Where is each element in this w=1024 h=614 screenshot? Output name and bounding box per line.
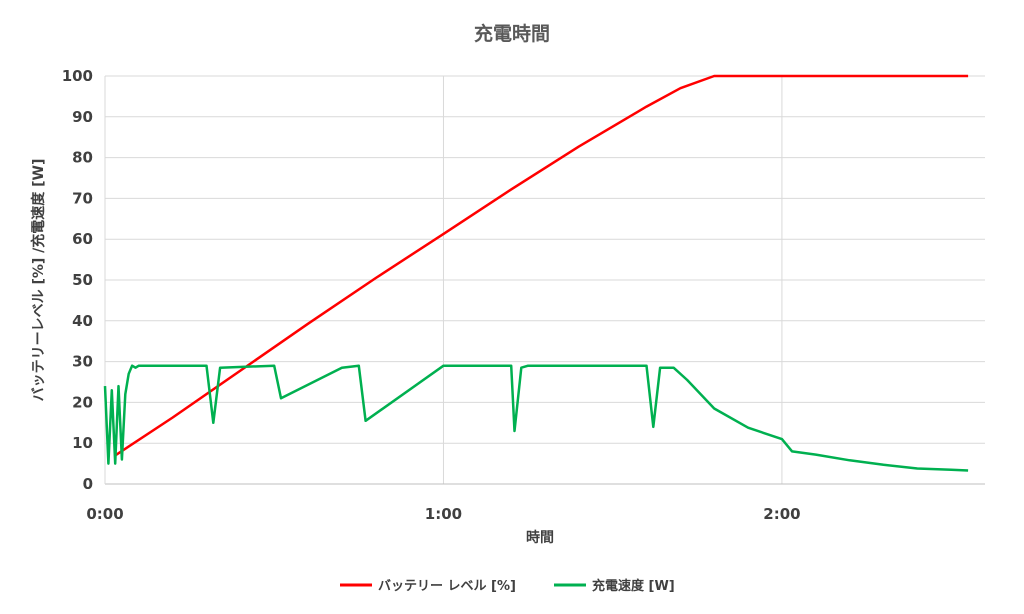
- chart-title: 充電時間: [474, 22, 550, 45]
- x-tick-label: 0:00: [86, 505, 123, 523]
- x-tick-label: 1:00: [425, 505, 462, 523]
- x-axis-label: 時間: [526, 529, 554, 546]
- y-tick-label: 50: [72, 271, 93, 289]
- y-tick-label: 90: [72, 108, 93, 126]
- y-tick-label: 20: [72, 393, 93, 411]
- legend-label-charging-speed: 充電速度 [W]: [592, 578, 675, 594]
- y-tick-label: 70: [72, 189, 93, 207]
- charging-speed-line: [103, 364, 969, 472]
- legend: バッテリー レベル [%] 充電速度 [W]: [340, 578, 675, 594]
- battery-level-line: [114, 74, 969, 457]
- x-axis-ticks: 0:00 1:00 2:00: [86, 505, 800, 523]
- y-tick-label: 0: [83, 475, 93, 493]
- y-tick-label: 100: [62, 67, 93, 85]
- y-tick-label: 30: [72, 353, 93, 371]
- y-axis-label: バッテリーレベル [%] /充電速度 [W]: [30, 159, 47, 402]
- y-axis-ticks: 0 10 20 30 40 50 60 70 80 90 100: [62, 67, 93, 493]
- y-tick-label: 80: [72, 149, 93, 167]
- y-tick-label: 60: [72, 230, 93, 248]
- x-tick-label: 2:00: [763, 505, 800, 523]
- y-tick-label: 40: [72, 312, 93, 330]
- plot-area: [103, 74, 969, 472]
- y-tick-label: 10: [72, 434, 93, 452]
- axes: [104, 76, 985, 485]
- legend-label-battery: バッテリー レベル [%]: [378, 579, 516, 594]
